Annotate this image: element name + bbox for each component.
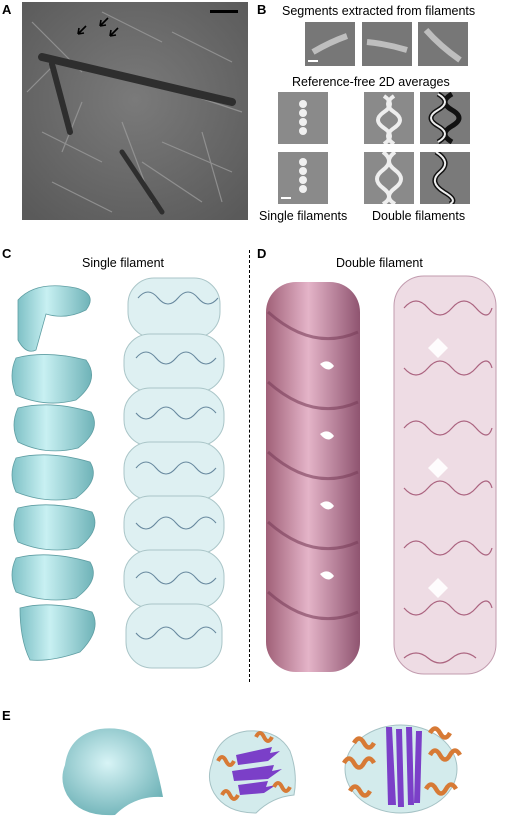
- panel-d-letter: D: [257, 246, 267, 261]
- segment-image-1: [305, 22, 355, 66]
- panel-c-letter: C: [2, 246, 12, 261]
- segments-title: Segments extracted from filaments: [282, 4, 476, 18]
- double-filament-surface: [258, 272, 368, 682]
- panel-b-letter: B: [257, 2, 267, 17]
- average-single-2: [278, 152, 328, 204]
- panel-a-letter: A: [2, 2, 12, 17]
- panel-e-letter: E: [2, 708, 11, 723]
- single-filament-surface: [6, 280, 106, 680]
- monomer-surface: [55, 725, 165, 817]
- single-filament-ribbon-fit: [118, 268, 230, 682]
- average-double-4: [420, 152, 470, 204]
- average-single-1: [278, 92, 328, 144]
- monomer-ribbon-fit: [202, 725, 302, 817]
- double-filament-ribbon-fit: [386, 268, 504, 682]
- scale-bar-icon: [210, 10, 238, 13]
- segment-image-2: [362, 22, 412, 66]
- single-filaments-label: Single filaments: [259, 209, 348, 223]
- average-double-3: [420, 92, 470, 144]
- double-filament-title: Double filament: [336, 256, 423, 270]
- average-double-1: [364, 92, 414, 144]
- arrow-icon: [77, 17, 119, 37]
- segment-image-3: [418, 22, 468, 66]
- average-double-2: [364, 152, 414, 204]
- double-filaments-label: Double filaments: [372, 209, 466, 223]
- single-filament-title: Single filament: [82, 256, 164, 270]
- dimer-ribbon-fit: [330, 715, 472, 819]
- averages-title: Reference-free 2D averages: [292, 75, 450, 89]
- panel-divider: [249, 250, 250, 682]
- micrograph-panel-a: [22, 2, 248, 220]
